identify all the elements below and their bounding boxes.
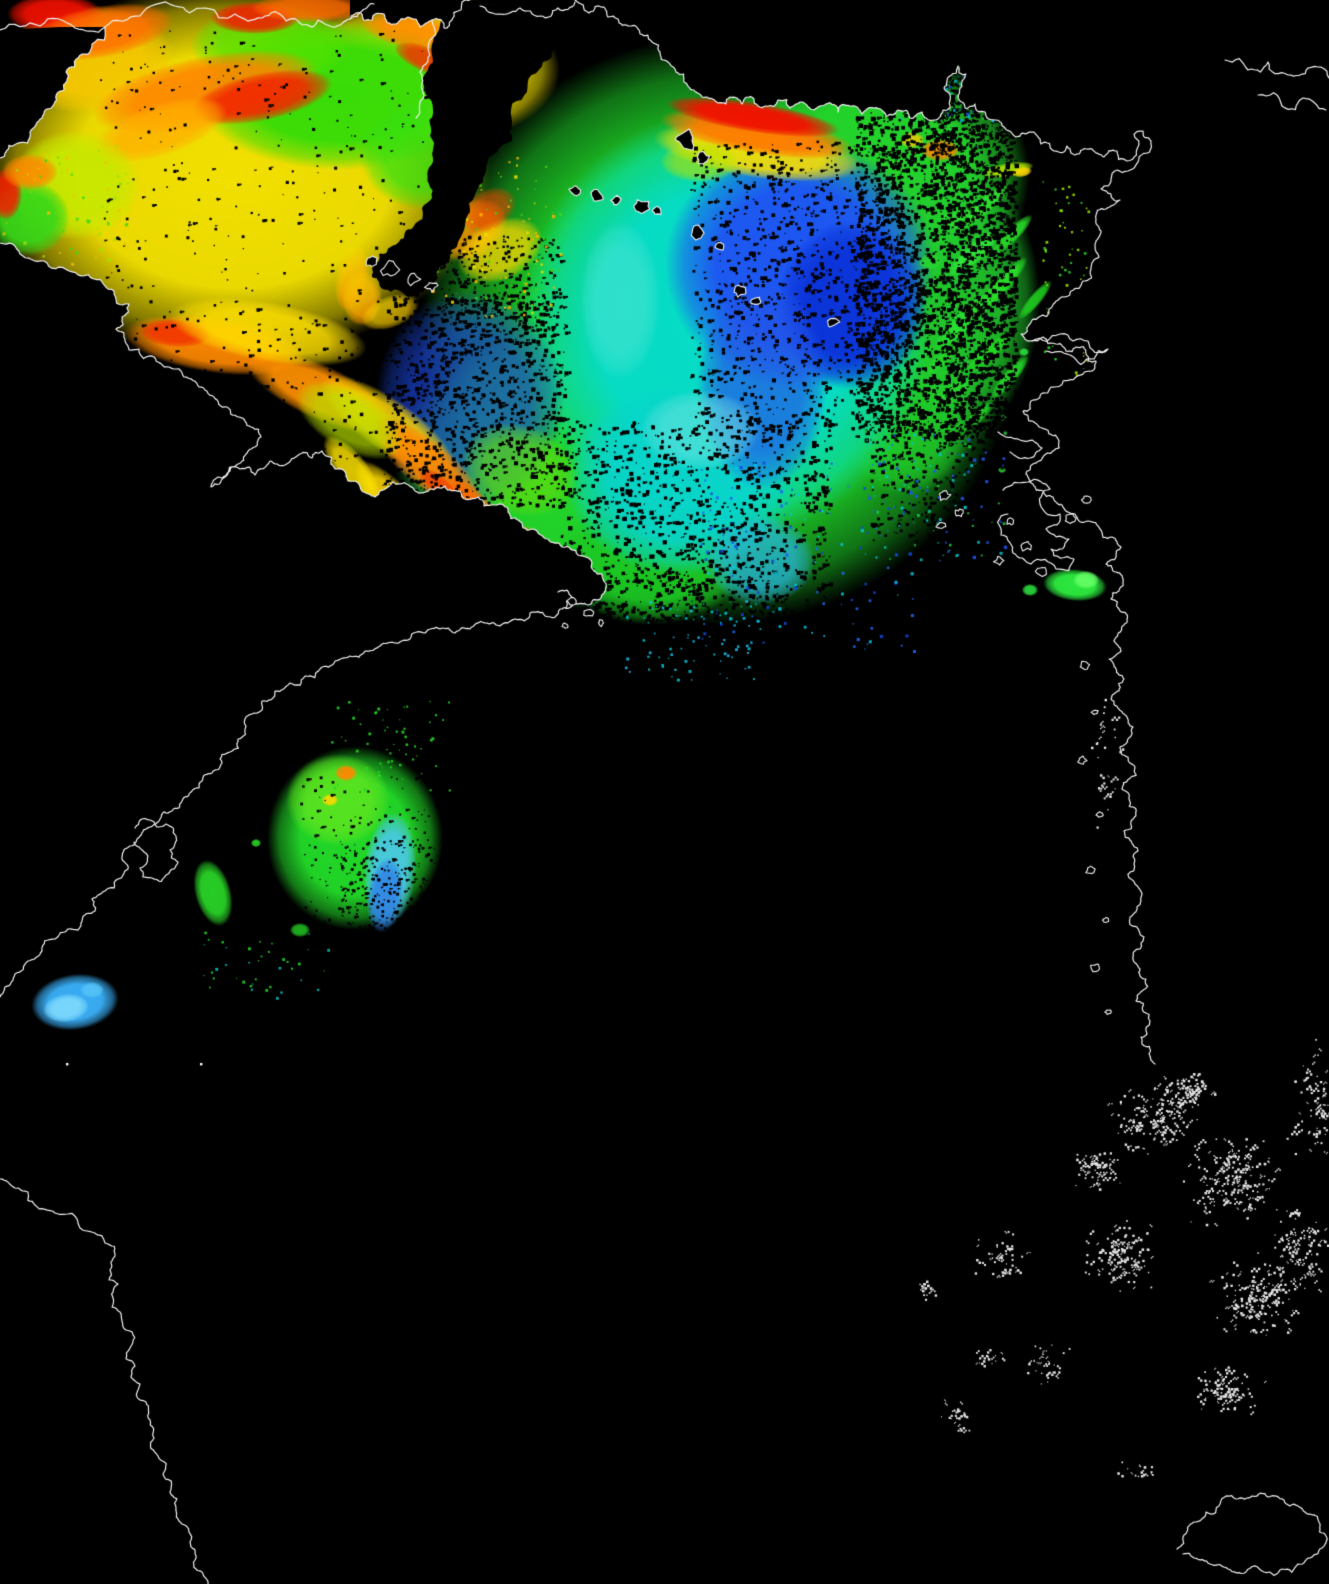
ocean-color-map-canvas (0, 0, 1329, 1584)
satellite-ocean-color-map (0, 0, 1329, 1584)
